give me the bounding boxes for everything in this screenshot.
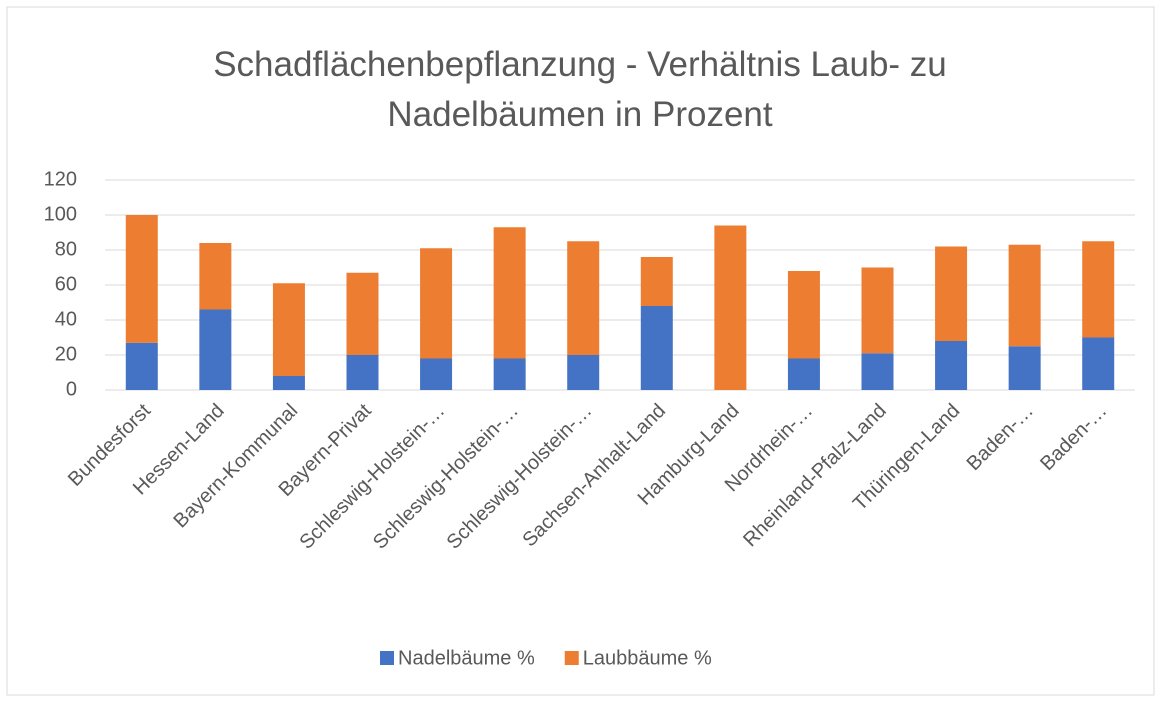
bar-segment xyxy=(714,225,747,390)
bar-segment xyxy=(567,355,600,390)
legend-label: Nadelbäume % xyxy=(398,647,535,669)
bar-segment xyxy=(346,272,379,355)
y-tick-label: 0 xyxy=(66,378,77,400)
y-tick-label: 100 xyxy=(44,203,77,225)
legend-swatch xyxy=(564,651,579,665)
bar-segment xyxy=(1082,241,1115,338)
bar-segment xyxy=(346,355,379,390)
bar-segment xyxy=(1008,244,1041,347)
y-tick-label: 20 xyxy=(55,343,77,365)
bar-segment xyxy=(420,248,453,359)
y-tick-label: 80 xyxy=(55,238,77,260)
bar-segment xyxy=(861,267,894,354)
bar-segment xyxy=(420,358,453,390)
bar-segment xyxy=(199,243,232,310)
bar-segment xyxy=(272,283,305,376)
bar-segment xyxy=(640,257,673,306)
y-tick-label: 60 xyxy=(55,273,77,295)
bar-segment xyxy=(125,215,158,343)
bar-segment xyxy=(787,271,820,359)
bar-segment xyxy=(935,246,968,341)
bar-segment xyxy=(493,358,526,390)
bar-segment xyxy=(493,227,526,359)
bar-segment xyxy=(1082,337,1115,390)
bar-segment xyxy=(640,306,673,390)
bar-segment xyxy=(272,376,305,390)
bar-segment xyxy=(125,342,158,390)
bar-segment xyxy=(861,353,894,390)
legend-label: Laubbäume % xyxy=(583,647,712,669)
bar-segment xyxy=(787,358,820,390)
bar-segment xyxy=(935,341,968,390)
legend-swatch xyxy=(380,651,394,665)
bar-segment xyxy=(199,309,232,390)
y-tick-label: 120 xyxy=(44,168,77,190)
chart-title: Schadflächenbepflanzung - Verhältnis Lau… xyxy=(213,45,947,134)
bar-segment xyxy=(567,241,600,355)
y-tick-label: 40 xyxy=(55,308,77,330)
bar-segment xyxy=(1008,346,1041,390)
